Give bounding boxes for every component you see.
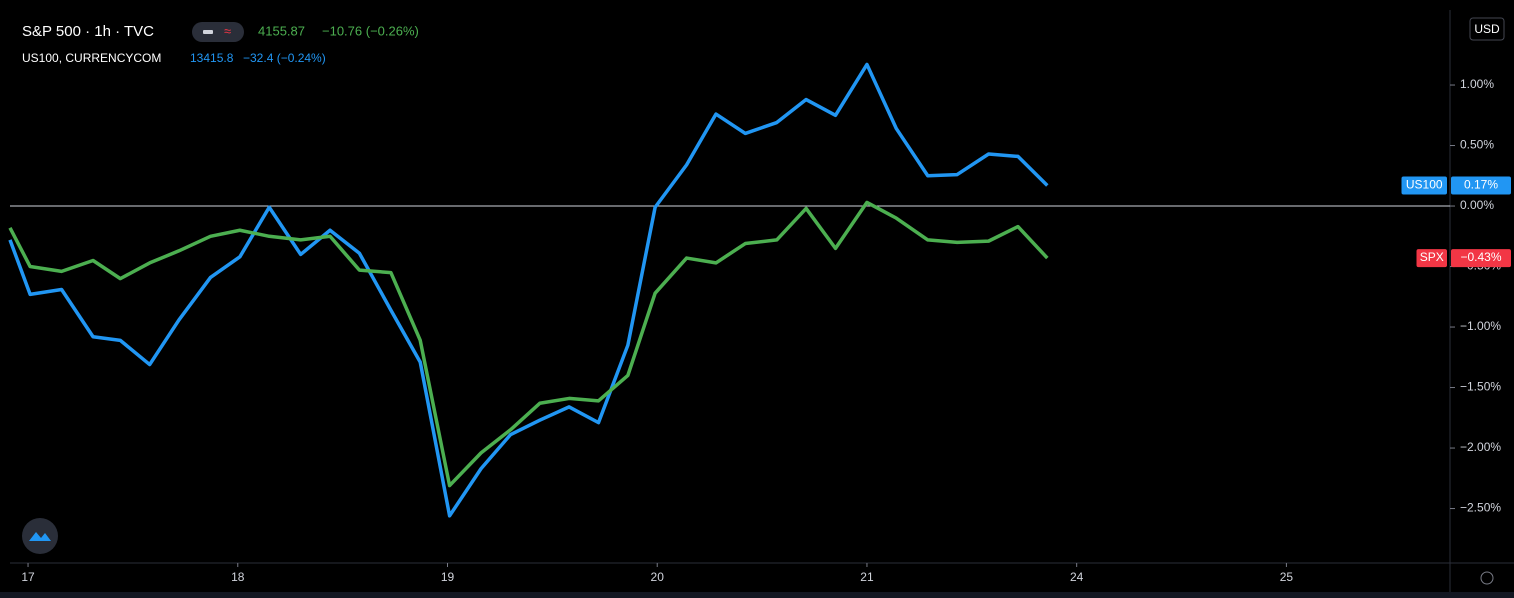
- y-tick-label: −2.50%: [1460, 501, 1501, 515]
- logo[interactable]: [22, 518, 58, 554]
- x-tick-label: 20: [651, 570, 665, 584]
- currency-button[interactable]: [1469, 17, 1505, 41]
- toggle[interactable]: [192, 22, 244, 42]
- toggle-icon: ≈: [224, 23, 231, 38]
- price: 4155.87: [258, 23, 305, 38]
- x-tick-label: 18: [231, 570, 245, 584]
- y-tick-label: −1.50%: [1460, 380, 1501, 394]
- plot: [8, 62, 1450, 518]
- bottom-bar: [0, 592, 1514, 598]
- compare-change: −32.4 (−0.24%): [243, 51, 326, 65]
- y-tick-label: 1.00%: [1460, 77, 1494, 91]
- currency-label: USD: [1474, 22, 1500, 36]
- price-tag-value: [1451, 176, 1511, 195]
- price-tag-value: [1451, 249, 1511, 268]
- series-line: [8, 62, 1049, 518]
- price-tag: [1401, 176, 1447, 195]
- settings-icon[interactable]: [1480, 571, 1494, 585]
- logo-icon: [29, 532, 51, 541]
- x-tick-label: 19: [441, 570, 455, 584]
- y-tick-label: −2.00%: [1460, 440, 1501, 454]
- price-tag-name: SPX: [1420, 250, 1444, 264]
- x-tick-label: 24: [1070, 570, 1084, 584]
- price-tag: [1416, 249, 1447, 268]
- y-tick-label: 0.50%: [1460, 138, 1494, 152]
- price-tag-label: −0.43%: [1460, 250, 1501, 264]
- price-change: −10.76 (−0.26%): [322, 23, 419, 38]
- x-tick-label: 17: [21, 570, 35, 584]
- x-tick-label: 21: [860, 570, 874, 584]
- series-line: [8, 200, 1049, 488]
- compare-price: 13415.8: [190, 51, 234, 65]
- compare-symbol: US100, CURRENCYCOM: [22, 51, 161, 65]
- price-tag-name: US100: [1406, 178, 1443, 192]
- price-tag-label: 0.17%: [1464, 178, 1498, 192]
- x-tick-label: 25: [1280, 570, 1294, 584]
- toggle-icon: [203, 30, 213, 34]
- y-tick-label: 0.00%: [1460, 198, 1494, 212]
- y-tick-label: −1.00%: [1460, 319, 1501, 333]
- symbol: S&P 500 · 1h · TVC: [22, 23, 154, 40]
